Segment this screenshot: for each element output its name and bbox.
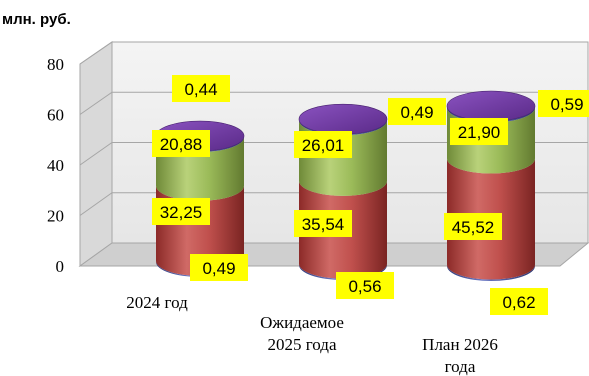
- svg-text:45,52: 45,52: [452, 218, 495, 237]
- data-label: 21,90: [450, 118, 508, 145]
- svg-text:0,49: 0,49: [202, 259, 235, 278]
- category-label: 2024 год: [126, 293, 188, 312]
- data-label: 35,54: [294, 210, 352, 237]
- category-label: Ожидаемое 2025 года: [260, 313, 344, 354]
- gridlines: [79, 41, 588, 216]
- svg-text:35,54: 35,54: [302, 215, 345, 234]
- svg-text:0,62: 0,62: [502, 293, 535, 312]
- data-label: 20,88: [152, 130, 210, 157]
- gridline: [79, 192, 588, 216]
- svg-text:32,25: 32,25: [160, 203, 203, 222]
- gridline: [79, 41, 588, 65]
- y-tick-label: 20: [47, 207, 64, 226]
- cylinder-top: [446, 90, 536, 122]
- data-label: 32,25: [152, 198, 210, 225]
- cylinder: [298, 103, 388, 280]
- data-label: 0,59: [538, 90, 589, 117]
- svg-text:21,90: 21,90: [458, 123, 501, 142]
- y-tick-label: 0: [56, 257, 65, 276]
- data-label: 0,49: [190, 254, 248, 281]
- data-label: 0,62: [490, 288, 548, 315]
- y-tick-label: 60: [47, 106, 64, 125]
- category-label: План 2026 года: [422, 335, 498, 376]
- cylinder-top: [298, 103, 388, 135]
- data-label: 26,01: [294, 131, 352, 158]
- data-label: 0,56: [336, 272, 394, 299]
- category-labels: 2024 год Ожидаемое 2025 года План 2026 года: [126, 293, 498, 376]
- svg-text:26,01: 26,01: [302, 136, 345, 155]
- y-tick-label: 80: [47, 55, 64, 74]
- unit-label: млн. руб.: [2, 11, 71, 28]
- gridline: [79, 142, 588, 166]
- data-labels: 0,49 0,56 0,62 32,25 35,54 45,52 20,88 26,01 21,…: [152, 75, 589, 315]
- svg-text:0,49: 0,49: [400, 103, 433, 122]
- svg-text:0,59: 0,59: [550, 95, 583, 114]
- svg-text:0,56: 0,56: [348, 277, 381, 296]
- data-label: 45,52: [444, 213, 502, 240]
- gridline: [79, 91, 588, 115]
- data-label: 0,49: [388, 98, 446, 125]
- data-label: 0,44: [172, 75, 230, 102]
- y-axis: 0 20 40 60 80: [47, 55, 64, 276]
- svg-text:0,44: 0,44: [184, 80, 217, 99]
- y-tick-label: 40: [47, 156, 64, 175]
- svg-text:20,88: 20,88: [160, 135, 203, 154]
